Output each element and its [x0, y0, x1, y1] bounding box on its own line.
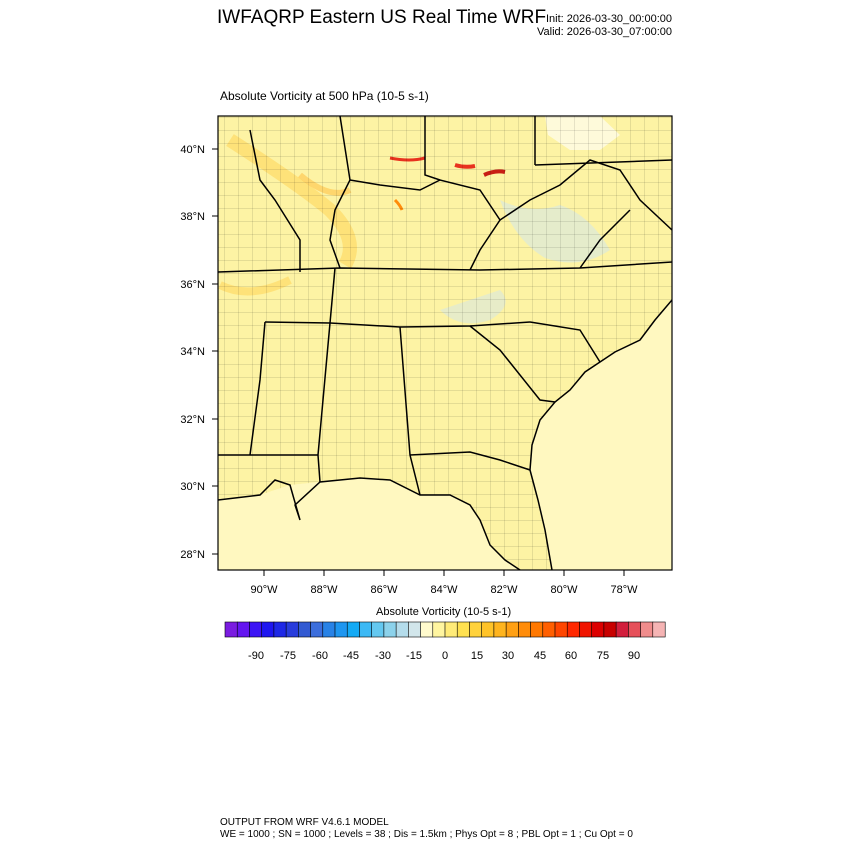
colorbar-swatch	[395, 621, 409, 638]
colorbar-label: -30	[375, 650, 391, 662]
model-footer: OUTPUT FROM WRF V4.6.1 MODEL WE = 1000 ;…	[220, 817, 633, 841]
colorbar-swatch	[346, 621, 360, 638]
state-borders	[218, 116, 672, 496]
colorbar-label: 0	[442, 650, 448, 662]
colorbar-label: -45	[343, 650, 359, 662]
lon-label: 90°W	[250, 584, 278, 596]
colorbar-swatch	[432, 621, 446, 638]
colorbar-label: -60	[312, 650, 328, 662]
colorbar-swatch	[640, 621, 654, 638]
colorbar-swatch	[628, 621, 642, 638]
lat-label: 38°N	[180, 211, 205, 223]
lat-label: 30°N	[180, 481, 205, 493]
colorbar-swatch	[334, 621, 348, 638]
colorbar-swatch	[383, 621, 397, 638]
map-area	[218, 116, 672, 570]
colorbar-swatch	[481, 621, 495, 638]
lon-label: 86°W	[370, 584, 398, 596]
colorbar-swatch	[505, 621, 519, 638]
colorbar-swatch	[261, 621, 275, 638]
colorbar-label: 90	[628, 650, 640, 662]
colorbar-label: 75	[597, 650, 609, 662]
colorbar-swatch	[591, 621, 605, 638]
colorbar-swatch	[249, 621, 263, 638]
colorbar-title: Absolute Vorticity (10-5 s-1)	[376, 606, 512, 618]
colorbar-swatch	[518, 621, 532, 638]
lon-axis: 90°W 88°W 86°W 84°W 82°W 80°W 78°W	[250, 570, 638, 596]
colorbar-swatch	[224, 621, 238, 638]
colorbar-swatch	[273, 621, 287, 638]
colorbar-swatch	[298, 621, 312, 638]
lon-label: 88°W	[310, 584, 338, 596]
colorbar-labels: -90 -75 -60 -45 -30 -15 0 15 30 45 60 75…	[248, 650, 640, 662]
valid-time: Valid: 2026-03-30_07:00:00	[537, 26, 672, 38]
lat-axis: 40°N 38°N 36°N 34°N 32°N 30°N 28°N	[180, 144, 218, 561]
lon-label: 84°W	[430, 584, 458, 596]
lon-label: 78°W	[610, 584, 638, 596]
lat-label: 40°N	[180, 144, 205, 156]
colorbar-label: 45	[534, 650, 546, 662]
lat-label: 28°N	[180, 549, 205, 561]
colorbar-label: 60	[565, 650, 577, 662]
coastline	[218, 477, 521, 570]
model-config: WE = 1000 ; SN = 1000 ; Levels = 38 ; Di…	[220, 829, 633, 840]
map-frame	[217, 115, 673, 571]
colorbar-swatch	[469, 621, 483, 638]
colorbar-swatch	[530, 621, 544, 638]
colorbar-label: -75	[280, 650, 296, 662]
colorbar-swatch	[371, 621, 385, 638]
colorbar-swatch	[542, 621, 556, 638]
colorbar-label: -15	[406, 650, 422, 662]
lon-label: 82°W	[490, 584, 518, 596]
colorbar-label: 15	[471, 650, 483, 662]
lat-label: 34°N	[180, 346, 205, 358]
colorbar-swatch	[579, 621, 593, 638]
colorbar-swatch	[359, 621, 373, 638]
init-time: Init: 2026-03-30_00:00:00	[546, 13, 672, 25]
colorbar-swatch	[285, 621, 299, 638]
colorbar-swatch	[456, 621, 470, 638]
colorbar-swatch	[236, 621, 250, 638]
colorbar-label: 30	[502, 650, 514, 662]
lat-label: 32°N	[180, 414, 205, 426]
colorbar-swatch	[554, 621, 568, 638]
colorbar	[224, 621, 666, 638]
colorbar-swatch	[420, 621, 434, 638]
colorbar-swatch	[603, 621, 617, 638]
colorbar-swatch	[652, 621, 666, 638]
colorbar-swatch	[566, 621, 580, 638]
plot-subtitle: Absolute Vorticity at 500 hPa (10-5 s-1)	[220, 89, 429, 103]
lon-label: 80°W	[550, 584, 578, 596]
colorbar-swatch	[322, 621, 336, 638]
coastline	[529, 299, 672, 570]
model-version: OUTPUT FROM WRF V4.6.1 MODEL	[220, 817, 389, 828]
colorbar-swatch	[408, 621, 422, 638]
colorbar-swatch	[493, 621, 507, 638]
colorbar-swatch	[310, 621, 324, 638]
lat-label: 36°N	[180, 279, 205, 291]
colorbar-label: -90	[248, 650, 264, 662]
colorbar-swatch	[615, 621, 629, 638]
run-times: Init: 2026-03-30_00:00:00 Valid: 2026-03…	[537, 13, 672, 39]
colorbar-swatch	[444, 621, 458, 638]
page-title: IWFAQRP Eastern US Real Time WRF	[217, 7, 547, 28]
